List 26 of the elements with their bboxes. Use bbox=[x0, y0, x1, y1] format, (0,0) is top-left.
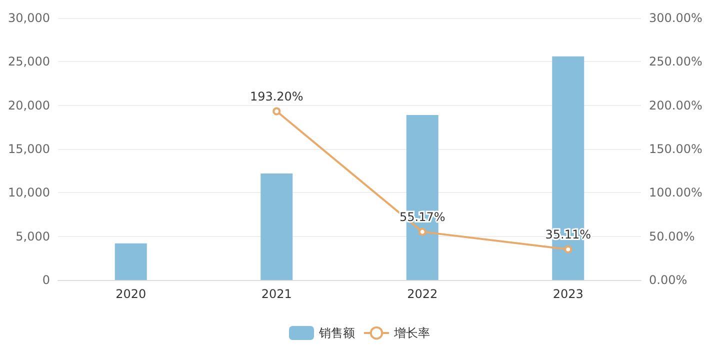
y-tick-label: 15,000 bbox=[8, 142, 50, 156]
y-tick-label: 20,000 bbox=[8, 98, 50, 112]
y-tick-label: 0 bbox=[42, 273, 50, 287]
x-tick-label: 2021 bbox=[261, 287, 292, 301]
point bbox=[418, 228, 426, 236]
y-tick-label: 25,000 bbox=[8, 54, 50, 69]
y2-tick-label: 200.00% bbox=[649, 98, 702, 112]
bar bbox=[260, 173, 293, 280]
y-tick-label: 5,000 bbox=[16, 229, 50, 244]
point bbox=[272, 107, 281, 116]
y2-tick-label: 0.00% bbox=[649, 273, 688, 287]
x-tick-label: 2023 bbox=[552, 287, 584, 301]
data-label: 193.20% bbox=[250, 89, 304, 104]
y-tick-label: 10,000 bbox=[8, 186, 50, 200]
x-tick-label: 2022 bbox=[407, 287, 438, 301]
x-tick-label: 2020 bbox=[116, 287, 146, 301]
y2-tick-label: 150.00% bbox=[649, 142, 702, 156]
point bbox=[564, 245, 572, 254]
y2-tick-label: 100.00% bbox=[649, 186, 702, 200]
y-tick-label: 30,000 bbox=[8, 11, 50, 25]
legend-label: 增长率 bbox=[393, 326, 430, 340]
bar bbox=[114, 243, 147, 280]
y2-tick-label: 50.00% bbox=[649, 229, 695, 244]
y2-tick-label: 300.00% bbox=[649, 11, 702, 25]
y2-tick-label: 250.00% bbox=[649, 54, 702, 69]
legend-label: 销售额 bbox=[318, 326, 355, 340]
